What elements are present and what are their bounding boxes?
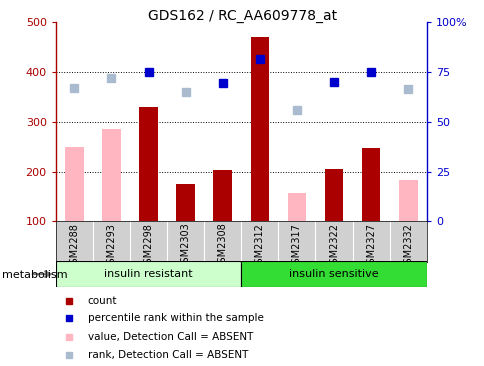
Text: rank, Detection Call = ABSENT: rank, Detection Call = ABSENT <box>88 350 248 360</box>
Text: GSM2303: GSM2303 <box>180 223 190 269</box>
Text: GSM2288: GSM2288 <box>69 223 79 269</box>
Text: insulin sensitive: insulin sensitive <box>288 269 378 279</box>
Bar <box>139 107 157 221</box>
Text: value, Detection Call = ABSENT: value, Detection Call = ABSENT <box>88 332 253 342</box>
Text: GSM2312: GSM2312 <box>254 223 264 269</box>
Bar <box>398 180 417 221</box>
Bar <box>250 37 269 221</box>
Text: GSM2322: GSM2322 <box>328 223 338 270</box>
Bar <box>361 147 379 221</box>
Text: insulin resistant: insulin resistant <box>104 269 193 279</box>
Text: GSM2327: GSM2327 <box>365 223 376 270</box>
Text: metabolism: metabolism <box>2 269 68 280</box>
Bar <box>287 193 305 221</box>
Bar <box>56 261 241 287</box>
Text: GSM2317: GSM2317 <box>291 223 302 269</box>
Text: GSM2293: GSM2293 <box>106 223 116 269</box>
Bar <box>241 261 426 287</box>
Bar <box>324 169 343 221</box>
Text: GSM2308: GSM2308 <box>217 223 227 269</box>
Bar <box>213 170 231 221</box>
Text: GSM2298: GSM2298 <box>143 223 153 269</box>
Text: count: count <box>88 296 117 306</box>
Bar <box>65 147 83 221</box>
Bar <box>102 129 121 221</box>
Text: percentile rank within the sample: percentile rank within the sample <box>88 313 263 323</box>
Text: GSM2332: GSM2332 <box>402 223 412 269</box>
Text: GDS162 / RC_AA609778_at: GDS162 / RC_AA609778_at <box>148 9 336 23</box>
Bar <box>176 184 195 221</box>
